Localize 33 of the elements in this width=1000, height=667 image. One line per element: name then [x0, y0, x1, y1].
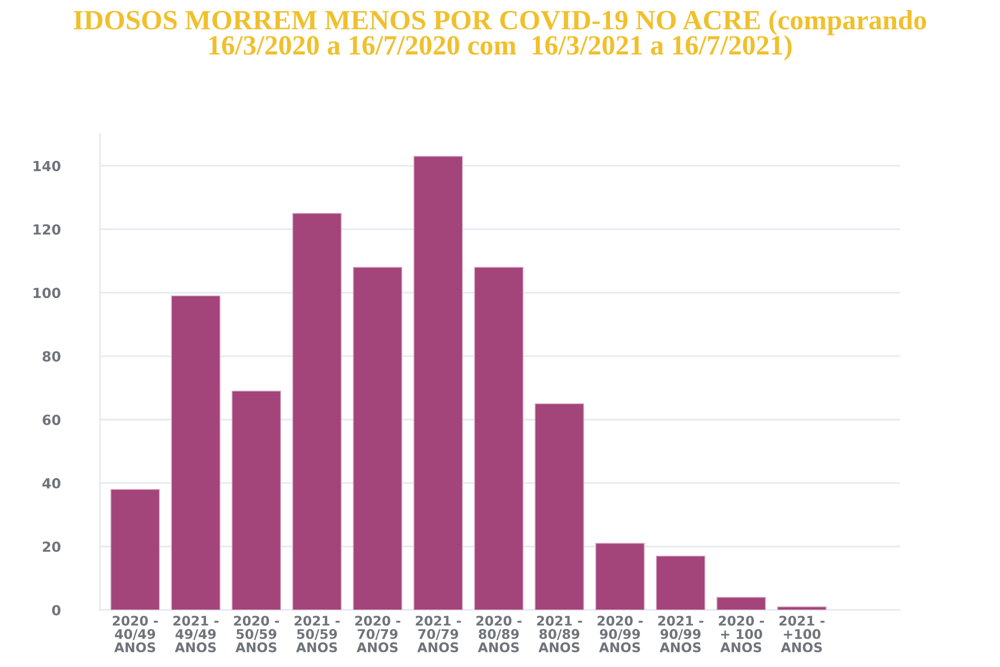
x-tick-label: 2020 - 90/99 ANOS [598, 616, 643, 652]
y-tick-label: 0 [52, 604, 60, 616]
bar [777, 606, 826, 610]
x-tick-label: 2021 - 49/49 ANOS [173, 616, 218, 652]
bar [414, 156, 463, 610]
x-tick-label: 2020 - 40/49 ANOS [112, 616, 158, 652]
y-tick-label: 80 [42, 351, 60, 362]
y-tick-label: 140 [34, 160, 60, 172]
bar [534, 403, 584, 610]
y-tick-label: 40 [42, 478, 60, 489]
y-tick-label: 20 [42, 541, 60, 552]
x-tick-label: 2020 - + 100 ANOS [718, 616, 764, 652]
bar [656, 556, 706, 610]
x-tick-label: 2020 - 80/89 ANOS [476, 616, 522, 652]
bar [352, 266, 402, 610]
bar [595, 542, 645, 610]
bar [171, 295, 220, 610]
x-tick-label: 2021 - 50/59 ANOS [294, 616, 340, 652]
chart-title: IDOSOS MORREM MENOS POR COVID-19 NO ACRE (comparando 16/3/2020 a 16/7/2020 com 16/3/2021 a 16/7/2021) [74, 10, 926, 60]
x-tick-label: 2021 - +100 ANOS [779, 616, 824, 652]
x-tick-label: 2021 - 90/99 ANOS [658, 616, 704, 652]
x-tick-label: 2021 - 80/89 ANOS [537, 616, 582, 652]
x-tick-label: 2020 - 50/59 ANOS [234, 616, 280, 652]
bar [110, 488, 160, 610]
bar [716, 596, 766, 610]
y-tick-label: 120 [34, 224, 60, 235]
bar [232, 390, 282, 610]
x-tick-label: 2021 - 70/79 ANOS [416, 616, 461, 652]
x-tick-label: 2020 - 70/79 ANOS [355, 616, 400, 652]
bar [292, 212, 342, 610]
y-tick-label: 100 [34, 288, 60, 298]
bar [474, 266, 524, 610]
y-tick-label: 60 [42, 414, 60, 426]
